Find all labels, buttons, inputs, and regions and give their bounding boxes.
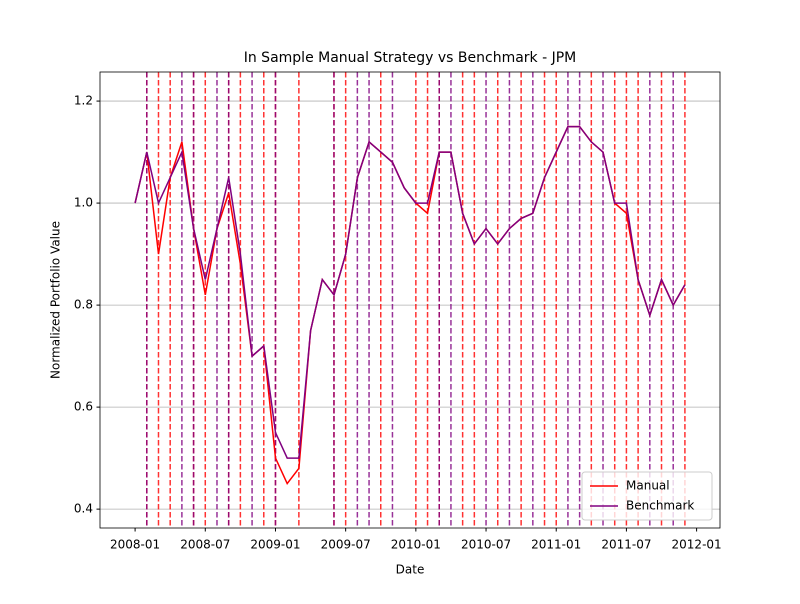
series-line (134, 125, 686, 459)
y-tick-label: 1.0 (74, 196, 93, 210)
x-tick-label: 2009-07 (321, 538, 371, 552)
x-tick-label: 2011-07 (601, 538, 651, 552)
x-tick-label: 2008-01 (110, 538, 160, 552)
legend-label: Benchmark (626, 499, 694, 513)
legend-label: Manual (626, 479, 670, 493)
x-tick-label: 2009-01 (250, 538, 300, 552)
x-tick-label: 2010-07 (461, 538, 511, 552)
chart-title: In Sample Manual Strategy vs Benchmark -… (244, 50, 577, 66)
x-tick-label: 2008-07 (180, 538, 230, 552)
plot-frame (99, 71, 721, 529)
y-tick-label: 0.8 (74, 298, 93, 312)
legend-box (581, 471, 713, 521)
y-tick-label: 0.4 (74, 502, 93, 516)
x-tick-label: 2011-01 (531, 538, 581, 552)
x-axis-label: Date (396, 563, 425, 577)
y-tick-label: 1.2 (74, 94, 93, 108)
x-tick-label: 2010-01 (391, 538, 441, 552)
y-axis-label: Normalized Portfolio Value (49, 221, 63, 379)
x-tick-label: 2012-01 (672, 538, 722, 552)
y-tick-label: 0.6 (74, 400, 93, 414)
